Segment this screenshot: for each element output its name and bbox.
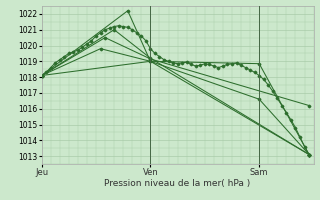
X-axis label: Pression niveau de la mer( hPa ): Pression niveau de la mer( hPa ) <box>104 179 251 188</box>
